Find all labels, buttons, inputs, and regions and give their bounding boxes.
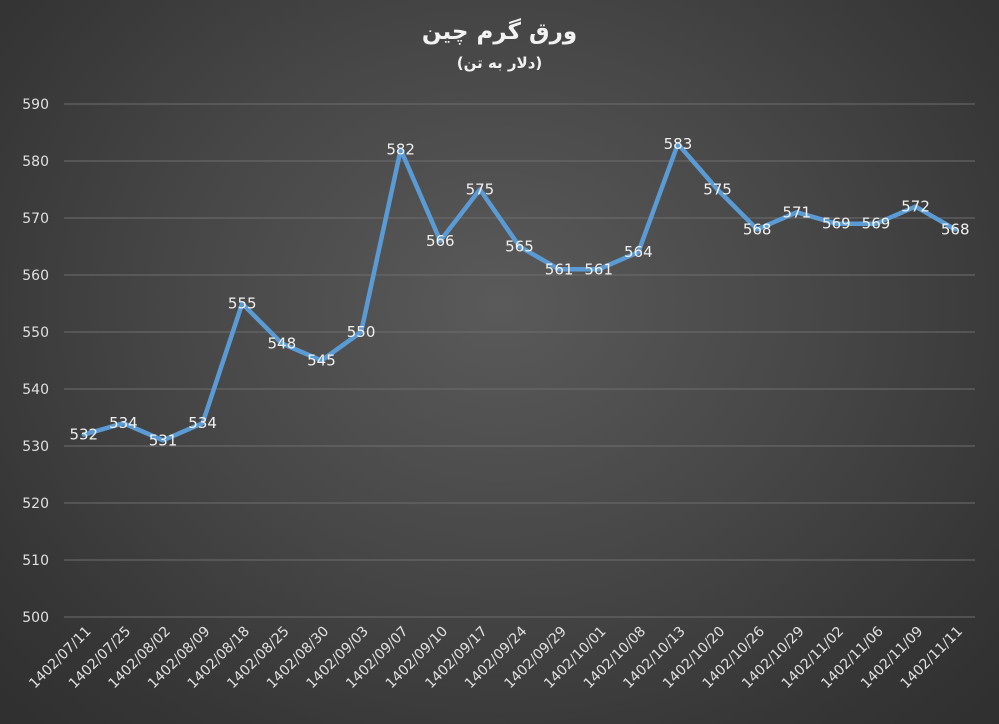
data-label: 545	[307, 352, 336, 370]
data-label: 568	[941, 220, 970, 238]
data-label: 569	[822, 215, 851, 233]
data-label: 550	[347, 323, 376, 341]
data-label: 575	[466, 181, 495, 199]
data-label: 583	[664, 135, 693, 153]
y-tick-label: 580	[22, 154, 49, 170]
series-line	[81, 141, 958, 443]
data-label: 564	[624, 243, 653, 261]
data-label: 575	[703, 181, 732, 199]
data-label: 582	[386, 141, 415, 159]
y-tick-label: 570	[22, 211, 49, 227]
data-label: 571	[782, 203, 811, 221]
data-label: 568	[743, 220, 772, 238]
data-label: 561	[545, 260, 574, 278]
data-labels: 532 534 531 534 555 548 545 550 582 566 575 565 561 5…	[69, 135, 969, 449]
data-label: 534	[109, 414, 138, 432]
data-label: 572	[901, 198, 930, 216]
data-label: 566	[426, 232, 455, 250]
series-line-path	[81, 141, 958, 443]
y-tick-label: 500	[22, 610, 49, 626]
y-tick-label: 560	[22, 268, 49, 284]
data-label: 555	[228, 295, 257, 313]
gridlines	[64, 103, 975, 618]
chart-title: ورق گرم چین	[421, 19, 578, 45]
y-tick-label: 550	[22, 325, 49, 341]
data-label: 531	[149, 431, 178, 449]
data-label: 569	[862, 215, 891, 233]
data-label: 532	[69, 426, 98, 444]
data-label: 565	[505, 238, 534, 256]
chart-subtitle: (دلار به تن)	[456, 54, 543, 72]
x-axis-ticks: 1402/07/111402/07/251402/08/021402/08/09…	[26, 623, 966, 691]
data-label: 548	[268, 334, 297, 352]
y-tick-label: 510	[22, 553, 49, 569]
data-label: 561	[584, 260, 613, 278]
y-tick-label: 530	[22, 439, 49, 455]
y-tick-label: 540	[22, 382, 49, 398]
y-axis-ticks: 500 510 520 530 540 550 560 570 580 590	[22, 97, 49, 626]
y-tick-label: 520	[22, 496, 49, 512]
data-label: 534	[188, 414, 217, 432]
y-tick-label: 590	[22, 97, 49, 113]
